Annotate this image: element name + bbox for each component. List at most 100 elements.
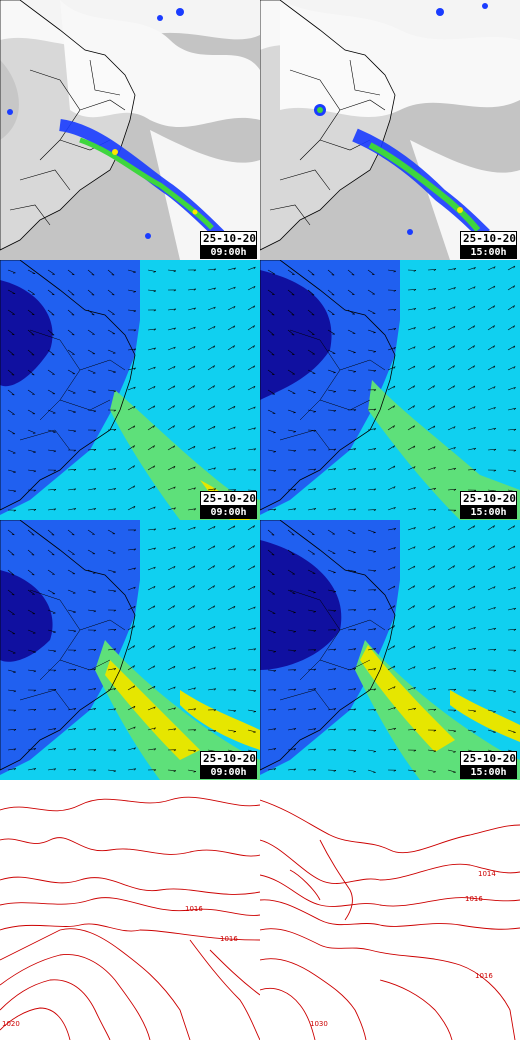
wind-arrow (207, 585, 215, 591)
wind-arrow (507, 325, 515, 331)
wind-map (0, 520, 260, 780)
wind-arrow-head (133, 425, 136, 429)
wind-arrow-head (133, 329, 137, 332)
wind-panel-low-1500: 25-10-20 15:00h (260, 260, 520, 520)
wind-arrow (307, 389, 316, 393)
wind-arrow (407, 327, 416, 331)
wind-arrow-head (333, 688, 337, 691)
wind-arrow (387, 605, 395, 611)
wind-arrow (187, 687, 196, 691)
wind-arrow (67, 768, 76, 771)
wind-arrow (27, 629, 36, 634)
wind-arrow (507, 729, 516, 733)
wind-arrow (27, 649, 36, 653)
wind-arrow (287, 309, 295, 316)
wind-arrow (267, 409, 276, 414)
wind-arrow (307, 569, 316, 574)
wind-panel-low-0900: 25-10-20 09:00h (0, 260, 260, 520)
wind-arrow-head (393, 605, 395, 608)
wind-arrow-head (33, 451, 36, 453)
wind-arrow-head (113, 708, 117, 711)
wind-arrow-head (413, 749, 417, 752)
wind-arrow-head (73, 649, 77, 652)
wind-arrow (367, 648, 376, 651)
wind-arrow (427, 526, 436, 531)
wind-arrow (147, 328, 156, 331)
wind-arrow-head (433, 385, 435, 388)
wind-arrow (387, 665, 396, 671)
wind-arrow (7, 729, 16, 731)
wind-arrow (87, 468, 96, 471)
wind-arrow-head (73, 768, 77, 771)
wind-arrow (87, 708, 96, 711)
wind-arrow-head (193, 708, 197, 711)
wind-arrow-head (93, 668, 97, 671)
isobar-label: 1016 (475, 972, 493, 980)
wind-arrow-head (313, 611, 316, 613)
wind-arrow-head (213, 405, 216, 409)
wind-arrow (107, 429, 116, 431)
wind-arrow-head (233, 689, 237, 692)
isobar-label: 1020 (2, 1020, 20, 1028)
wind-arrow-head (153, 727, 156, 730)
wind-arrow (427, 425, 436, 431)
wind-arrow-head (293, 669, 297, 672)
wind-arrow-head (93, 429, 97, 432)
wind-arrow (7, 689, 16, 692)
wind-arrow (107, 728, 116, 731)
wind-arrow (407, 527, 416, 531)
wind-arrow (487, 427, 496, 431)
wind-arrow (427, 769, 436, 773)
wind-arrow-head (173, 625, 175, 628)
wind-arrow-head (93, 708, 97, 711)
wind-arrow-head (333, 648, 337, 651)
wind-arrow (187, 508, 196, 511)
wind-arrow-head (513, 305, 515, 308)
wind-arrow (107, 708, 116, 711)
wind-arrow-head (13, 509, 17, 512)
wind-arrow-head (393, 665, 396, 669)
wind-arrow (27, 289, 35, 295)
wind-arrow-head (153, 347, 156, 350)
wind-arrow (167, 707, 176, 711)
wind-arrow-head (33, 509, 37, 511)
wind-arrow (227, 306, 236, 311)
wind-arrow (347, 569, 356, 572)
wind-arrow (87, 389, 96, 393)
wind-arrow (207, 345, 215, 351)
wind-arrow-head (373, 551, 376, 553)
wind-arrow (167, 346, 176, 351)
wind-arrow-head (393, 585, 396, 589)
wind-arrow (147, 566, 156, 571)
wind-arrow (387, 625, 395, 631)
wind-arrow (367, 628, 376, 631)
wind-arrow-head (133, 645, 135, 648)
wind-arrow-head (453, 709, 457, 712)
wind-arrow (67, 469, 76, 471)
wind-arrow-head (153, 586, 156, 589)
wind-arrow (167, 686, 176, 691)
wind-arrow (207, 326, 216, 331)
wind-arrow (247, 545, 255, 551)
wind-arrow (127, 606, 136, 611)
wind-arrow (467, 729, 476, 733)
wind-arrow-head (213, 426, 216, 429)
wind-arrow (327, 488, 336, 491)
wind-arrow (447, 467, 456, 471)
wind-arrow (227, 267, 236, 271)
wind-arrow-head (453, 545, 455, 548)
wind-arrow-head (373, 370, 377, 372)
wind-arrow (267, 508, 276, 511)
satellite-panel-1500: 25-10-20 15:00h (260, 0, 520, 260)
wind-arrow (407, 507, 416, 511)
wind-arrow (207, 287, 216, 291)
wind-arrow (327, 269, 335, 276)
wind-arrow-head (393, 769, 397, 772)
wind-arrow (167, 728, 176, 731)
wind-arrow-head (53, 431, 56, 433)
wind-arrow (407, 385, 415, 391)
wind-arrow-head (233, 406, 236, 409)
wind-arrow-head (33, 689, 37, 692)
wind-arrow (307, 269, 315, 276)
wind-arrow (287, 708, 296, 711)
